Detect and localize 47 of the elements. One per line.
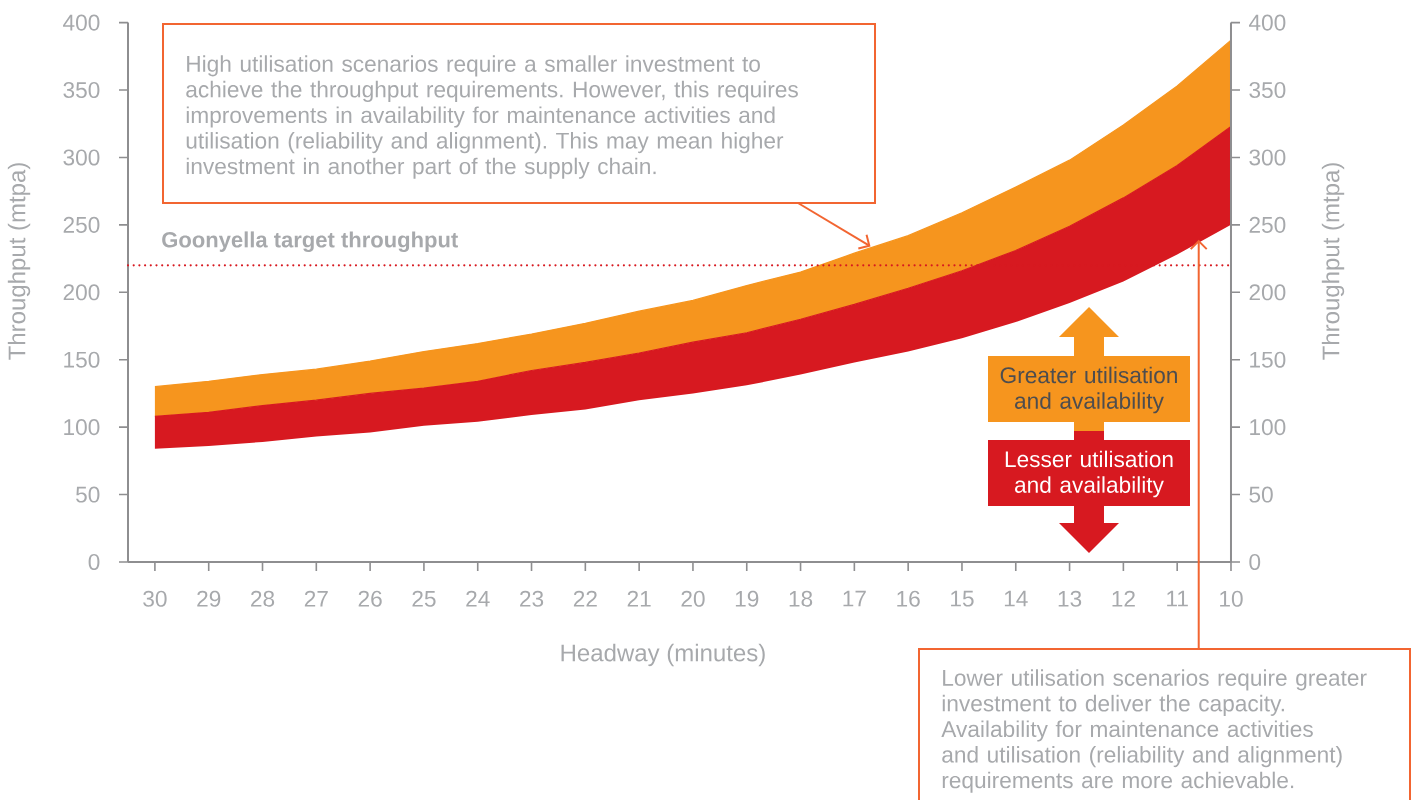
x-tick-label: 28 bbox=[251, 590, 275, 607]
annotation: Lesser utilisation and availability bbox=[1005, 450, 1173, 498]
y2-tick-label: 350 bbox=[63, 81, 100, 99]
y-tick-label: 400 bbox=[1248, 14, 1286, 31]
y2-axis-title: Throughput (mtpa) bbox=[7, 163, 31, 360]
x-tick-label: 19 bbox=[735, 590, 759, 607]
x-tick-label: 20 bbox=[681, 590, 705, 607]
x-tick-label: 17 bbox=[843, 590, 866, 607]
x-tick-label: 29 bbox=[197, 590, 221, 607]
x-tick-label: 18 bbox=[789, 590, 813, 607]
x-tick-label: 21 bbox=[627, 590, 651, 607]
x-axis-title: Headway (minutes) bbox=[561, 643, 765, 667]
y-axis-title: Throughput (mtpa) bbox=[1321, 163, 1345, 360]
y2-tick-label: 300 bbox=[63, 149, 100, 166]
y2-tick-label: 0 bbox=[88, 553, 100, 571]
y2-tick-label: 50 bbox=[76, 486, 100, 503]
y2-tick-label: 100 bbox=[64, 419, 100, 436]
x-tick-label: 14 bbox=[1004, 590, 1028, 607]
y-tick-label: 0 bbox=[1249, 553, 1261, 571]
annotation: Greater utilisation and availability bbox=[1000, 366, 1177, 414]
y2-tick-label: 250 bbox=[63, 216, 100, 233]
x-tick-label: 24 bbox=[466, 590, 490, 607]
y-tick-label: 350 bbox=[1249, 81, 1286, 99]
y2-tick-label: 150 bbox=[64, 351, 100, 368]
x-tick-label: 26 bbox=[358, 590, 382, 607]
y-tick-label: 50 bbox=[1249, 486, 1273, 503]
x-tick-label: 11 bbox=[1167, 590, 1188, 607]
y-tick-label: 100 bbox=[1250, 419, 1286, 436]
y-tick-label: 250 bbox=[1249, 216, 1286, 233]
x-tick-label: 16 bbox=[897, 590, 920, 607]
x-tick-label: 10 bbox=[1220, 590, 1243, 607]
x-tick-label: 30 bbox=[143, 590, 167, 607]
y-tick-label: 300 bbox=[1249, 149, 1286, 166]
y-tick-label: 200 bbox=[1249, 284, 1286, 301]
x-tick-label: 27 bbox=[304, 590, 328, 607]
annotation: High utilisation scenarios require a smaller investment to achieve the throughput requirements. However, this requires improvements in availability for maintenance activities and utilisation (reliability and alignment). This may mean higher investment in another part of the supply chain. bbox=[186, 55, 798, 179]
x-tick-label: 15 bbox=[951, 590, 974, 607]
x-tick-label: 22 bbox=[573, 590, 597, 607]
x-tick-label: 12 bbox=[1112, 590, 1135, 607]
y2-tick-label: 400 bbox=[63, 14, 100, 31]
annotation: Lower utilisation scenarios require greater investment to deliver the capacity. Availability for maintenance activities and utilisation (reliability and alignment) requirements are more achievable. bbox=[941, 669, 1367, 793]
ref-line-label: Goonyella target throughput bbox=[162, 231, 458, 252]
x-tick-label: 25 bbox=[412, 590, 436, 607]
y2-tick-label: 200 bbox=[63, 284, 100, 301]
x-tick-label: 13 bbox=[1058, 590, 1082, 607]
x-tick-label: 23 bbox=[520, 590, 544, 607]
y-tick-label: 150 bbox=[1250, 351, 1286, 368]
